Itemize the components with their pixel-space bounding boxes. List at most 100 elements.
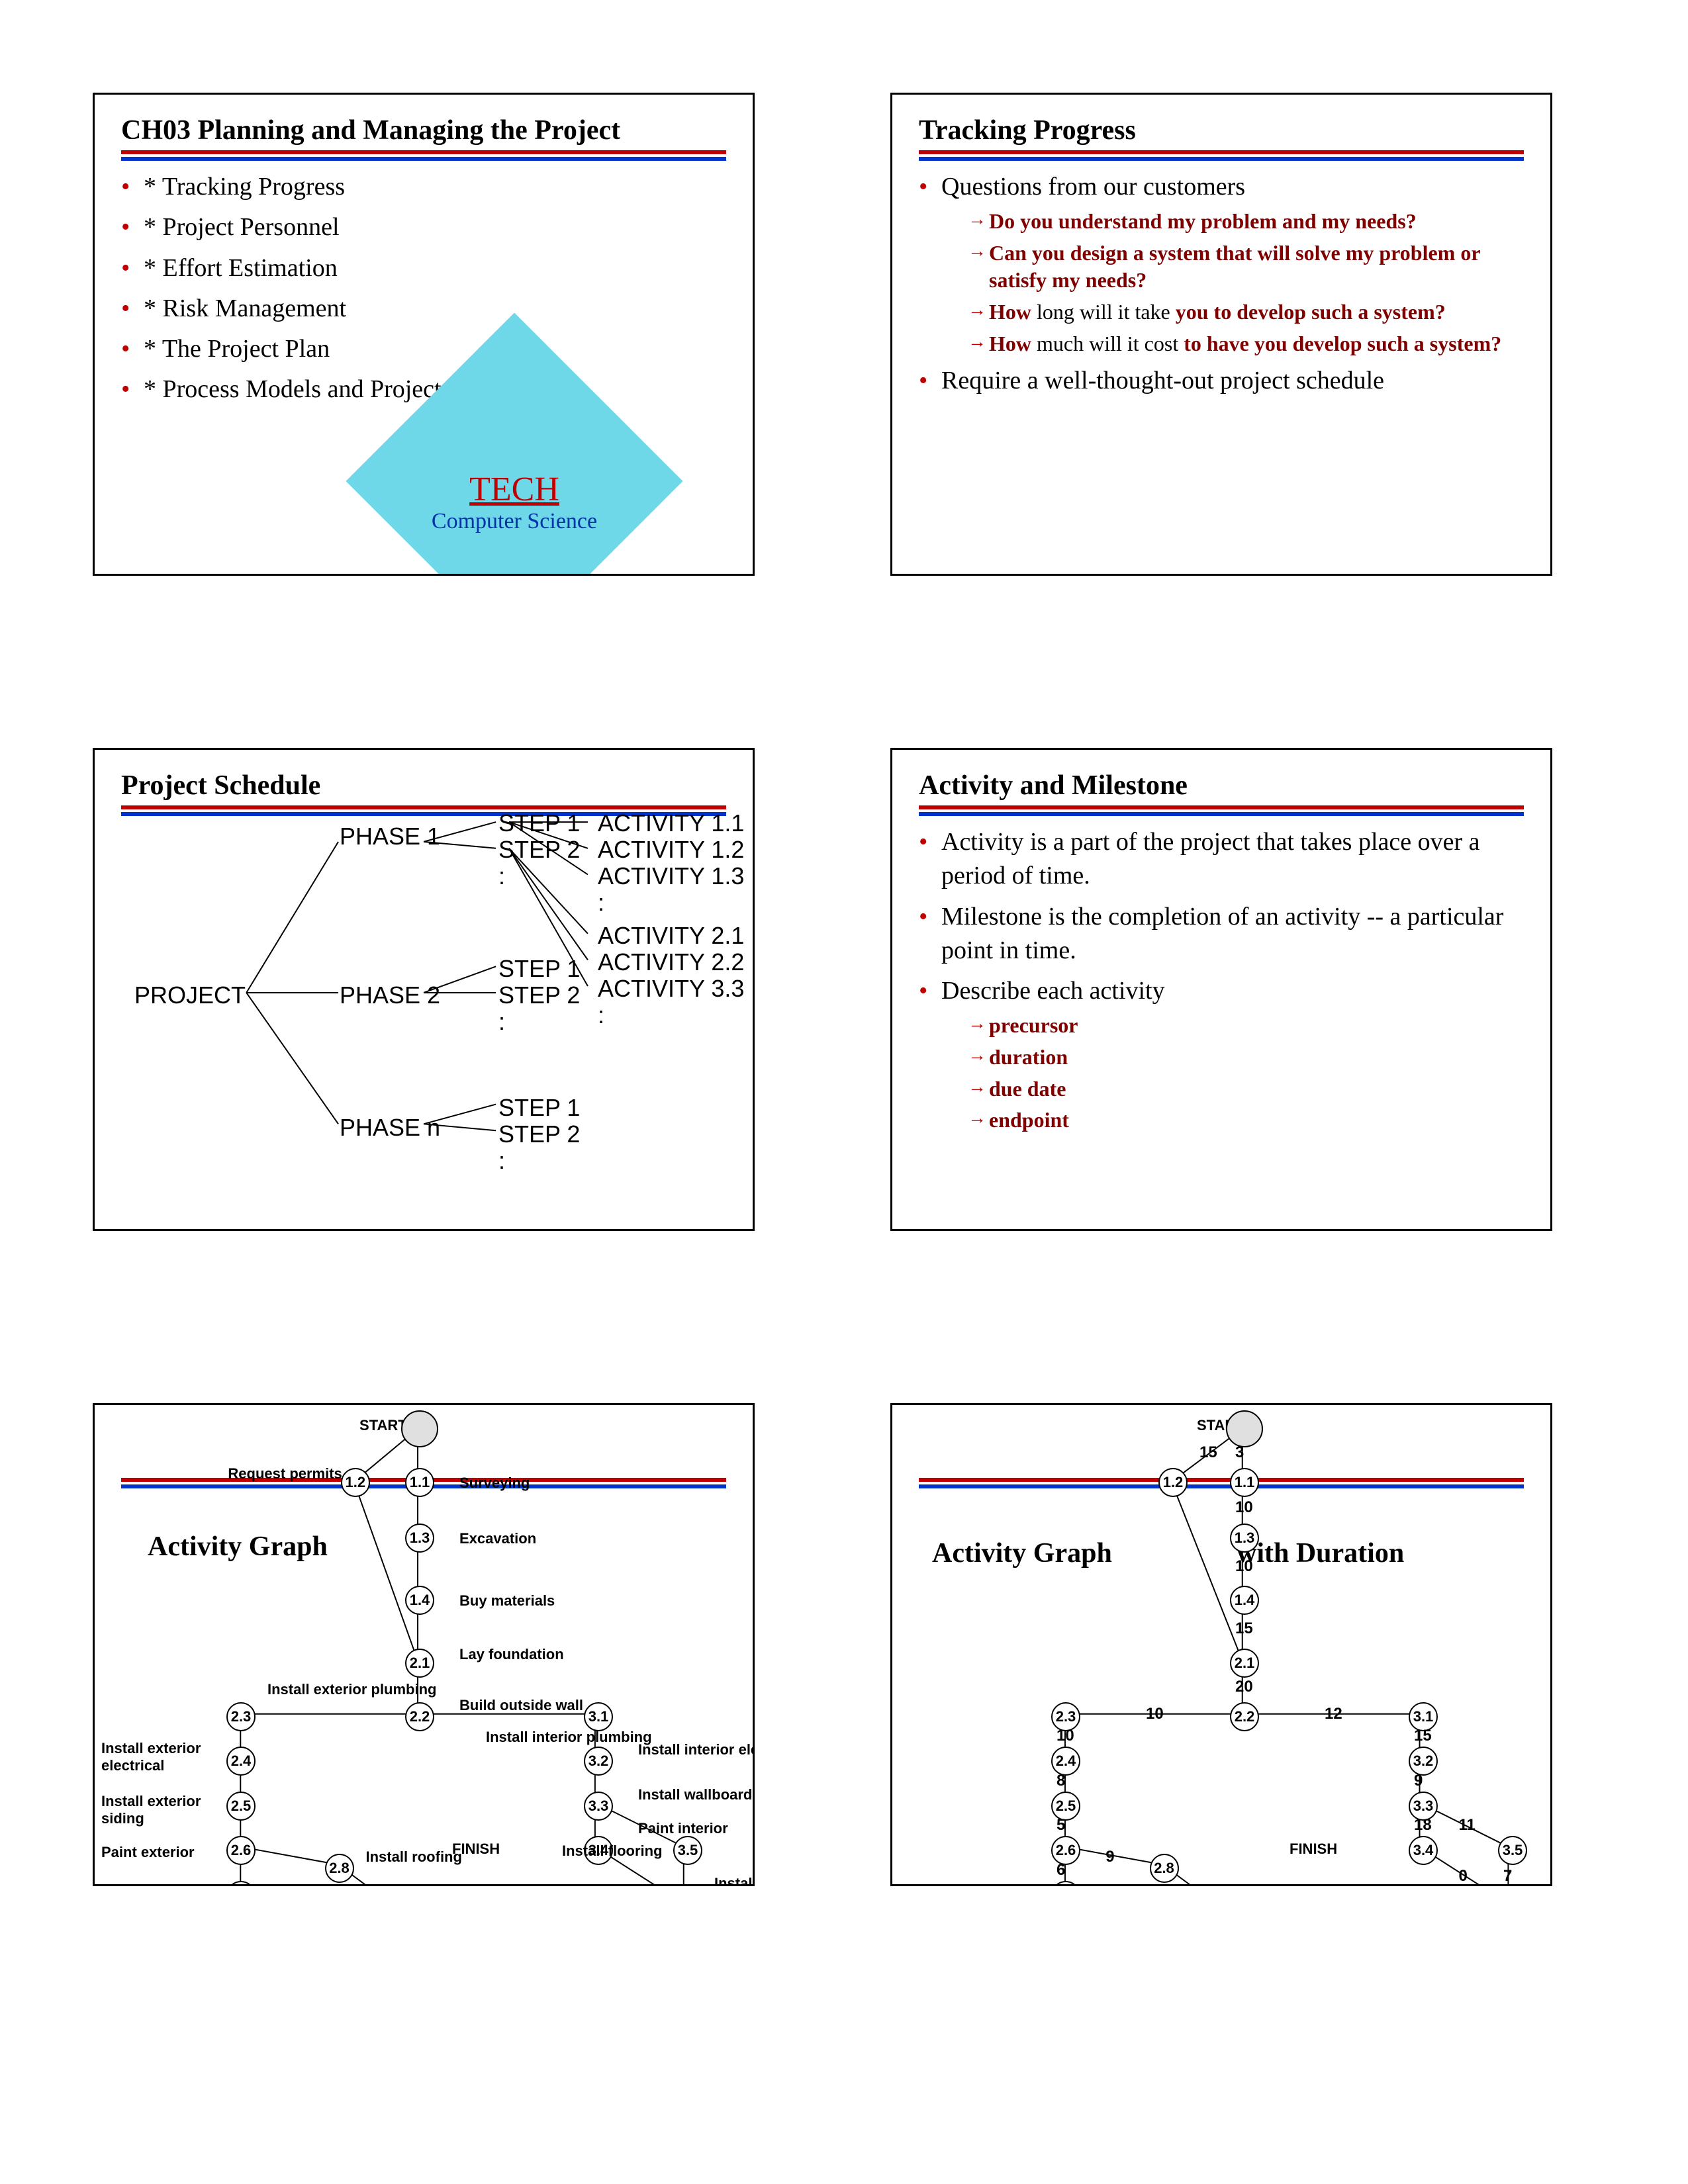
edge-duration: 7	[1503, 1867, 1512, 1886]
edge-duration: 9	[1105, 1848, 1114, 1866]
graph-node-label: Paint interior	[638, 1820, 728, 1837]
edge-duration: 10	[1235, 1498, 1253, 1517]
slide-5: Activity Graph START FINISH 1.2Request p…	[93, 1403, 755, 1886]
title-rule-red	[919, 150, 1524, 154]
graph-node: 2.7	[1051, 1881, 1080, 1886]
bullet: * The Project Plan	[121, 332, 726, 366]
slide2-bullets: Questions from our customers Do you unde…	[919, 170, 1524, 398]
slide-title: Project Schedule	[121, 770, 726, 801]
slide-1: CH03 Planning and Managing the Project *…	[93, 93, 755, 576]
tree-activity: ACTIVITY 1.3	[598, 862, 744, 890]
edge-duration: 15	[1199, 1443, 1217, 1462]
graph-node: 1.1	[405, 1468, 434, 1497]
graph-node: 2.7	[226, 1881, 256, 1886]
sub-bullet: precursor	[968, 1012, 1524, 1040]
graph-node: 1.4	[405, 1586, 434, 1615]
graph-edges	[892, 1405, 1550, 1884]
tech-title: TECH	[382, 470, 647, 509]
bullet: * Effort Estimation	[121, 251, 726, 285]
edge-duration: 6	[1056, 1861, 1065, 1880]
graph-node-label: Install interior elec	[638, 1741, 755, 1758]
graph-node: 2.5	[226, 1792, 256, 1821]
edge-duration: 3	[1235, 1443, 1244, 1462]
edge-duration: 15	[1235, 1619, 1253, 1638]
graph-node: 1.1	[1230, 1468, 1259, 1497]
slide-title: Tracking Progress	[919, 114, 1524, 146]
edge-duration: 11	[1459, 1816, 1476, 1835]
tree-phase: PHASE n	[340, 1114, 440, 1142]
tree-activity: ACTIVITY 1.2	[598, 836, 744, 864]
graph-node: 1.4	[1230, 1586, 1259, 1615]
slide1-bullets: * Tracking Progress * Project Personnel …	[121, 170, 726, 407]
graph-node: 3.2	[1409, 1747, 1438, 1776]
edge-duration: 8	[1056, 1772, 1065, 1790]
graph-node-label: Install exterior siding	[101, 1793, 221, 1827]
edge-duration: 0	[1459, 1867, 1468, 1886]
bullet: * Project Personnel	[121, 210, 726, 244]
tree-step: STEP 1	[498, 1094, 580, 1122]
edge-duration: 15	[1414, 1727, 1432, 1745]
tree-step: :	[498, 1147, 505, 1175]
tree-activity: ACTIVITY 2.1	[598, 922, 744, 950]
graph-node: 2.6	[226, 1836, 256, 1865]
tree-phase: PHASE 1	[340, 823, 440, 850]
bullet-text: Describe each activity	[941, 977, 1165, 1005]
graph-node: 1.2	[1158, 1468, 1188, 1497]
title-rule-red	[919, 1478, 1524, 1482]
graph-node: 2.1	[405, 1649, 434, 1678]
graph-node: 2.2	[1230, 1702, 1259, 1731]
tree-activity: ACTIVITY 1.1	[598, 809, 744, 837]
tree-step: STEP 1	[498, 955, 580, 983]
graph-node-label: Excavation	[459, 1530, 536, 1547]
bullet: * Process Models and Project Management	[121, 373, 726, 406]
tech-subtitle: Computer Science	[382, 509, 647, 534]
bullet: Require a well-thought-out project sched…	[919, 364, 1524, 398]
graph-node: 1.2	[341, 1468, 370, 1497]
title-rule-blue	[919, 812, 1524, 816]
sub-bullet: endpoint	[968, 1107, 1524, 1134]
bullet: Describe each activity precursor duratio…	[919, 974, 1524, 1134]
graph-node: 3.1	[584, 1702, 613, 1731]
edge-duration: 5	[1056, 1816, 1065, 1835]
graph-node: 2.5	[1051, 1792, 1080, 1821]
graph-node-label: Install exterior electrical	[101, 1740, 221, 1774]
graph-node-label: Install interior doors and fixtures	[714, 1875, 755, 1887]
edge-duration: 12	[1325, 1705, 1342, 1723]
tree-step: STEP 1	[498, 809, 580, 837]
tree-step: :	[498, 1008, 505, 1036]
graph-node: 3.2	[584, 1747, 613, 1776]
graph-node: 2.4	[1051, 1747, 1080, 1776]
graph-node: 2.3	[226, 1702, 256, 1731]
graph-node: 2.8	[1150, 1854, 1179, 1883]
sub-bullets: precursor duration due date endpoint	[941, 1012, 1524, 1134]
graph-node-start	[1226, 1410, 1263, 1447]
start-label: START	[359, 1417, 407, 1434]
slide-6: Activity Graph with Duration START FINIS…	[890, 1403, 1552, 1886]
graph-node: 2.2	[405, 1702, 434, 1731]
title-rule-red	[121, 150, 726, 154]
bullet: * Risk Management	[121, 292, 726, 326]
graph-node: 2.1	[1230, 1649, 1259, 1678]
sub-bullet: Can you design a system that will solve …	[968, 240, 1524, 295]
sub-bullet: How long will it take you to develop suc…	[968, 298, 1524, 326]
graph-node: 2.8	[325, 1854, 354, 1883]
bullet: * Tracking Progress	[121, 170, 726, 204]
graph-node: 2.6	[1051, 1836, 1080, 1865]
edge-duration: 10	[1056, 1727, 1074, 1745]
tree-activity: ACTIVITY 2.2	[598, 948, 744, 976]
sub-bullet: due date	[968, 1075, 1524, 1103]
sub-bullet: How much will it cost to have you develo…	[968, 330, 1524, 358]
tree-root: PROJECT	[134, 981, 246, 1009]
edge-duration: 9	[1414, 1772, 1423, 1790]
title-rule-blue	[919, 157, 1524, 161]
tree-activity: :	[598, 889, 604, 917]
slide-title: Activity and Milestone	[919, 770, 1524, 801]
graph-node-label: Surveying	[459, 1475, 530, 1492]
bullet: Activity is a part of the project that t…	[919, 825, 1524, 893]
graph-node-label: Install roofing	[366, 1848, 462, 1866]
slide-title-right: with Duration	[1237, 1537, 1404, 1569]
graph-node: 3.5	[1498, 1836, 1527, 1865]
graph-node: 3.3	[584, 1792, 613, 1821]
title-rule-blue	[919, 1484, 1524, 1488]
slide-4: Activity and Milestone Activity is a par…	[890, 748, 1552, 1231]
